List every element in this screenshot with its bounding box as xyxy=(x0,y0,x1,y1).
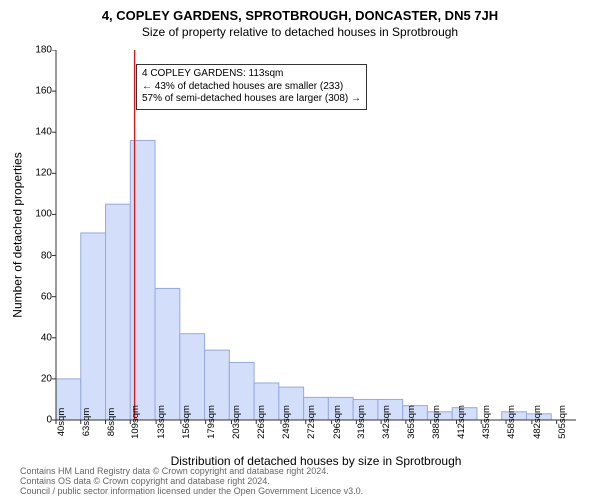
x-tick-label: 63sqm xyxy=(81,408,92,437)
page-title-line2: Size of property relative to detached ho… xyxy=(0,23,600,43)
histogram-bar xyxy=(81,233,106,420)
x-tick-label: 296sqm xyxy=(332,405,343,439)
x-tick-label: 482sqm xyxy=(532,405,543,439)
footer-line: Contains HM Land Registry data © Crown c… xyxy=(20,466,363,476)
y-tick-label: 80 xyxy=(41,250,52,261)
histogram-bar xyxy=(155,288,180,420)
footer-attribution: Contains HM Land Registry data © Crown c… xyxy=(20,466,363,496)
y-tick-label: 40 xyxy=(41,332,52,343)
x-tick-label: 342sqm xyxy=(381,405,392,439)
y-tick-label: 160 xyxy=(35,86,52,97)
y-tick-label: 140 xyxy=(35,127,52,138)
chart-area: 020406080100120140160180 40sqm63sqm86sqm… xyxy=(56,50,576,420)
x-tick-label: 249sqm xyxy=(281,405,292,439)
x-tick-label: 435sqm xyxy=(481,405,492,439)
x-tick-label: 505sqm xyxy=(557,405,568,439)
annotation-box: 4 COPLEY GARDENS: 113sqm← 43% of detache… xyxy=(136,64,367,110)
x-tick-label: 226sqm xyxy=(256,405,267,439)
x-tick-label: 388sqm xyxy=(431,405,442,439)
annotation-line: 57% of semi-detached houses are larger (… xyxy=(142,93,361,106)
y-tick-label: 0 xyxy=(46,415,52,426)
x-tick-label: 156sqm xyxy=(181,405,192,439)
y-tick-label: 120 xyxy=(35,168,52,179)
x-tick-label: 179sqm xyxy=(206,405,217,439)
x-tick-label: 203sqm xyxy=(231,405,242,439)
footer-line: Contains OS data © Crown copyright and d… xyxy=(20,476,363,486)
page-title-line1: 4, COPLEY GARDENS, SPROTBROUGH, DONCASTE… xyxy=(0,0,600,23)
x-tick-label: 109sqm xyxy=(130,405,141,439)
y-axis-label: Number of detached properties xyxy=(8,50,28,420)
x-tick-label: 40sqm xyxy=(56,408,67,437)
y-tick-label: 20 xyxy=(41,373,52,384)
y-tick-label: 180 xyxy=(35,45,52,56)
x-tick-label: 272sqm xyxy=(306,405,317,439)
y-tick-label: 100 xyxy=(35,209,52,220)
x-tick-label: 86sqm xyxy=(106,408,117,437)
annotation-line: ← 43% of detached houses are smaller (23… xyxy=(142,81,361,94)
footer-line: Council / public sector information lice… xyxy=(20,486,363,496)
x-tick-label: 412sqm xyxy=(456,405,467,439)
y-tick-label: 60 xyxy=(41,291,52,302)
histogram-bar xyxy=(106,204,131,420)
annotation-line: 4 COPLEY GARDENS: 113sqm xyxy=(142,68,361,81)
x-tick-label: 319sqm xyxy=(356,405,367,439)
x-tick-label: 133sqm xyxy=(156,405,167,439)
x-tick-label: 458sqm xyxy=(506,405,517,439)
x-tick-label: 365sqm xyxy=(406,405,417,439)
